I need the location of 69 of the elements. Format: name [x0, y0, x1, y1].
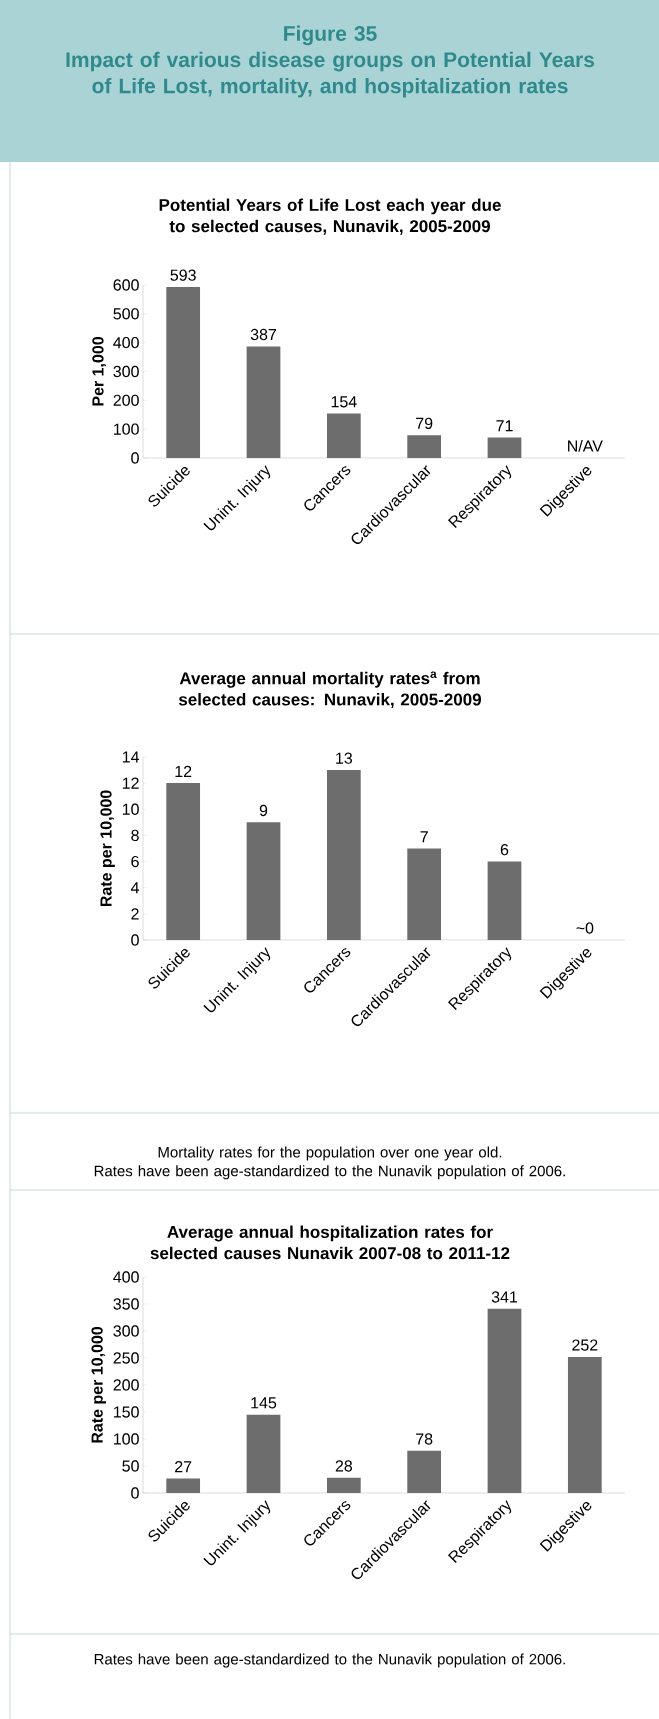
data-label: 387 [250, 328, 277, 341]
bar [326, 1477, 361, 1493]
bar [407, 435, 442, 458]
bar [246, 822, 281, 940]
data-label: 341 [491, 1291, 518, 1303]
y-tick-label: 50 [122, 1460, 139, 1472]
data-label: 78 [416, 1433, 433, 1445]
bar [407, 848, 442, 940]
y-tick-label: 8 [131, 829, 139, 842]
bar [487, 861, 522, 940]
data-label: 154 [331, 396, 357, 408]
y-tick-label: 4 [130, 882, 140, 894]
y-tick-label: 12 [122, 777, 139, 789]
text: Impact of various disease groups on Potential Years of Life Lost, mortality, and hospitalization rates [66, 51, 595, 98]
bar [487, 1308, 522, 1493]
data-label: 252 [572, 1339, 598, 1351]
data-label: 27 [175, 1461, 192, 1473]
chart-title: Average annual mortality rates$^{a}$ from selected causes: Nunavik, 2005-2009 [178, 671, 481, 708]
text: Rates have been age-standardized to the Nunavik population of 2006. [94, 1653, 565, 1668]
y-tick-label: 10 [122, 803, 139, 815]
bar [407, 1450, 442, 1493]
y-tick-label: 100 [114, 423, 139, 435]
bar [166, 287, 201, 458]
y-tick-label: 14 [122, 751, 140, 763]
data-label: 71 [496, 420, 513, 432]
y-tick-label: 400 [113, 336, 139, 349]
bar [326, 413, 361, 458]
y-tick-label: 200 [113, 1379, 139, 1391]
bar [166, 783, 201, 940]
data-label: 6 [500, 844, 509, 856]
y-tick-label: 6 [131, 855, 139, 868]
chart-title: Potential Years of Life Lost each year due to selected causes, Nunavik, 2005-2009 [159, 198, 501, 235]
y-axis-title: Rate per 10,000 [100, 790, 115, 907]
data-label: 593 [170, 269, 196, 281]
bar [166, 1478, 201, 1493]
y-tick-label: 150 [114, 1406, 139, 1418]
bar [487, 437, 522, 458]
y-tick-label: 400 [113, 1271, 139, 1283]
data-label: 13 [336, 752, 353, 764]
bar [567, 1356, 602, 1493]
y-tick-label: 250 [113, 1352, 139, 1364]
chart-title: Average annual hospitalization rates for selected causes Nunavik 2007-08 to 2011-12 [150, 1225, 510, 1260]
y-tick-label: 500 [113, 308, 139, 320]
y-tick-label: 100 [114, 1433, 139, 1445]
y-tick-label: 0 [131, 1487, 139, 1499]
bar [246, 346, 281, 458]
text: Mortality rates for the population over one year old. [158, 1146, 502, 1161]
y-tick-label: 0 [131, 934, 139, 946]
y-tick-label: 300 [113, 365, 139, 378]
data-label: 28 [335, 1460, 353, 1472]
y-tick-label: 300 [113, 1325, 139, 1337]
y-axis-title: Per 1,000 [92, 337, 106, 406]
data-label: 145 [251, 1397, 277, 1409]
y-tick-label: 200 [113, 394, 139, 406]
y-tick-label: 600 [113, 279, 139, 291]
bar [246, 1414, 281, 1493]
data-label: ~0 [576, 922, 594, 934]
y-axis-title: Rate per 10,000 [91, 1326, 106, 1443]
data-label: 79 [416, 417, 433, 429]
y-tick-label: 2 [131, 908, 139, 920]
bar [326, 770, 361, 940]
data-label: 9 [259, 804, 268, 817]
text: N/AV [568, 440, 603, 452]
data-label: 12 [175, 765, 192, 777]
y-tick-label: 350 [113, 1298, 139, 1310]
data-label: 7 [420, 831, 428, 843]
y-tick-label: 0 [131, 452, 139, 464]
text: Rates have been age-standardized to the Nunavik population of 2006. [94, 1165, 565, 1180]
text: Figure 35 [284, 25, 377, 46]
